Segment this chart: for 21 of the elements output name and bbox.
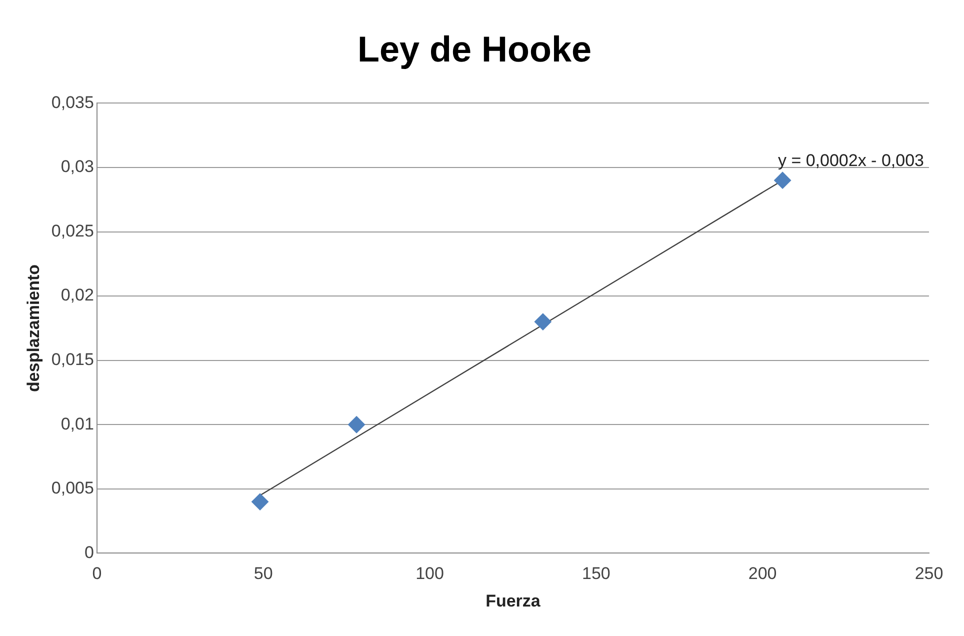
x-tick-label: 200 bbox=[748, 564, 777, 584]
x-tick-label: 250 bbox=[914, 564, 944, 584]
annotation: y = 0,0002x - 0,003 bbox=[778, 150, 924, 170]
point bbox=[774, 172, 792, 189]
point bbox=[534, 313, 552, 330]
chart-title: Ley de Hooke bbox=[357, 28, 592, 70]
y-tick-label: 0 bbox=[84, 542, 94, 562]
x-tick-label: 100 bbox=[416, 564, 444, 584]
y-tick-label: 0,01 bbox=[60, 414, 94, 434]
y-tick-label: 0,02 bbox=[60, 286, 94, 305]
y-tick-label: 0,03 bbox=[60, 157, 94, 176]
y-tick-label: 0,035 bbox=[51, 92, 94, 112]
y-tick-label: 0,025 bbox=[51, 221, 94, 240]
y-tick-label: 0,005 bbox=[51, 478, 94, 498]
point bbox=[252, 493, 269, 510]
x-tick-label: 50 bbox=[254, 564, 273, 584]
y-axis-title: desplazamiento bbox=[24, 264, 43, 392]
point bbox=[348, 416, 366, 434]
y-tick-label: 0,015 bbox=[51, 350, 94, 370]
x-axis-title: Fuerza bbox=[486, 591, 541, 610]
x-tick-label: 150 bbox=[582, 564, 610, 584]
